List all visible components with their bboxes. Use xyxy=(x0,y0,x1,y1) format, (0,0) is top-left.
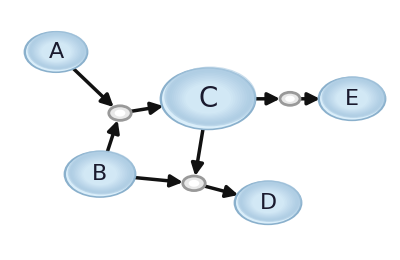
Circle shape xyxy=(83,163,117,185)
Circle shape xyxy=(70,153,132,193)
Circle shape xyxy=(189,180,199,187)
Circle shape xyxy=(160,67,256,130)
Circle shape xyxy=(182,81,236,116)
Circle shape xyxy=(328,82,378,114)
Circle shape xyxy=(30,33,84,68)
Circle shape xyxy=(34,36,80,66)
Circle shape xyxy=(244,186,294,218)
Circle shape xyxy=(285,96,295,102)
Circle shape xyxy=(242,184,297,219)
Circle shape xyxy=(38,39,76,64)
Circle shape xyxy=(336,88,368,109)
FancyArrowPatch shape xyxy=(254,94,276,104)
Circle shape xyxy=(234,180,302,225)
FancyArrowPatch shape xyxy=(73,68,111,105)
FancyArrowPatch shape xyxy=(300,94,316,104)
Circle shape xyxy=(166,68,254,125)
Circle shape xyxy=(243,185,295,219)
Text: B: B xyxy=(92,164,108,184)
Circle shape xyxy=(183,176,205,191)
Circle shape xyxy=(174,74,245,120)
Circle shape xyxy=(40,41,72,62)
Circle shape xyxy=(334,86,371,110)
Circle shape xyxy=(332,85,373,112)
Circle shape xyxy=(318,76,386,121)
Circle shape xyxy=(185,84,231,113)
FancyArrowPatch shape xyxy=(131,103,160,113)
Circle shape xyxy=(69,152,134,194)
Circle shape xyxy=(164,67,256,126)
Circle shape xyxy=(109,106,131,120)
Text: A: A xyxy=(48,42,64,62)
Circle shape xyxy=(331,84,374,112)
Circle shape xyxy=(35,37,78,65)
Circle shape xyxy=(178,77,240,118)
Circle shape xyxy=(170,71,250,123)
Circle shape xyxy=(80,161,120,187)
Circle shape xyxy=(327,81,379,115)
Circle shape xyxy=(184,82,233,115)
Circle shape xyxy=(64,151,136,198)
Circle shape xyxy=(252,192,284,213)
Circle shape xyxy=(66,152,134,196)
Circle shape xyxy=(31,34,83,68)
FancyArrowPatch shape xyxy=(192,128,203,172)
Circle shape xyxy=(73,155,129,191)
Circle shape xyxy=(68,150,136,194)
Circle shape xyxy=(176,76,242,119)
Circle shape xyxy=(28,31,88,70)
Circle shape xyxy=(115,110,125,116)
Circle shape xyxy=(76,157,126,189)
Text: C: C xyxy=(198,85,218,113)
Circle shape xyxy=(172,73,247,122)
Circle shape xyxy=(280,92,300,105)
Text: D: D xyxy=(260,193,276,213)
FancyArrowPatch shape xyxy=(107,124,118,153)
FancyArrowPatch shape xyxy=(134,176,179,186)
Circle shape xyxy=(248,189,289,216)
Circle shape xyxy=(79,160,122,188)
Circle shape xyxy=(322,76,386,118)
Circle shape xyxy=(36,38,77,64)
Circle shape xyxy=(72,154,131,192)
Circle shape xyxy=(168,70,252,124)
Circle shape xyxy=(26,32,86,72)
Circle shape xyxy=(24,31,88,73)
Circle shape xyxy=(330,83,376,113)
FancyArrowPatch shape xyxy=(204,186,234,196)
Circle shape xyxy=(236,182,300,224)
Circle shape xyxy=(29,32,86,69)
Circle shape xyxy=(75,156,127,190)
Circle shape xyxy=(78,158,124,188)
Text: E: E xyxy=(345,89,359,109)
Circle shape xyxy=(180,79,238,117)
Circle shape xyxy=(247,188,290,216)
Circle shape xyxy=(238,180,302,222)
Circle shape xyxy=(39,40,74,63)
Circle shape xyxy=(251,191,286,214)
Circle shape xyxy=(32,35,82,67)
Circle shape xyxy=(250,190,287,214)
Circle shape xyxy=(240,183,298,220)
Circle shape xyxy=(335,87,370,110)
Circle shape xyxy=(82,162,119,186)
Circle shape xyxy=(324,79,382,116)
Circle shape xyxy=(246,187,292,217)
Circle shape xyxy=(323,77,384,117)
Circle shape xyxy=(162,69,254,129)
Circle shape xyxy=(320,78,384,120)
Circle shape xyxy=(41,42,71,62)
Circle shape xyxy=(326,80,381,115)
Circle shape xyxy=(239,181,300,221)
